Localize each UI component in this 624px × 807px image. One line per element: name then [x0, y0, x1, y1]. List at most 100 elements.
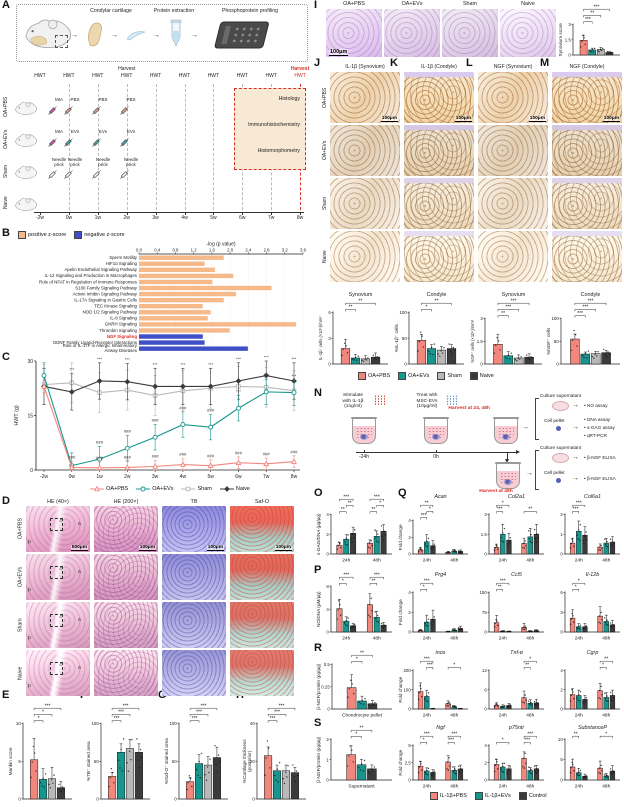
svg-text:Cgrp: Cgrp [587, 650, 599, 656]
hwt-label: HWT [34, 73, 46, 79]
svg-text:24h: 24h [499, 784, 507, 790]
svg-text:Chondrocyte pellet: Chondrocyte pellet [342, 713, 383, 719]
svg-text:Sperm Motility: Sperm Motility [109, 255, 138, 260]
svg-text:*: * [578, 578, 580, 584]
svg-text:*: * [423, 585, 425, 591]
svg-text:0w: 0w [69, 474, 76, 480]
svg-text:HIF1α Signaling: HIF1α Signaling [106, 261, 138, 266]
svg-text:*: * [502, 738, 504, 744]
svg-text:***: *** [123, 703, 129, 709]
svg-text:***: *** [524, 738, 530, 744]
svg-text:24h: 24h [342, 558, 350, 564]
svg-text:NOD 1/2 Signaling Pathway: NOD 1/2 Signaling Pathway [83, 310, 138, 315]
hwt-legend-label: OA+PBS [106, 486, 129, 492]
injection-label: Needle prick [123, 157, 139, 168]
in-vitro-legend-item: IL-1β+PBS [430, 792, 467, 800]
svg-text:***: *** [125, 357, 130, 362]
stain-column-header: Saf-O [254, 499, 270, 505]
svg-text:Fold change: Fold change [398, 599, 403, 625]
panel-k-label: K [390, 57, 398, 69]
panel-d-label: D [2, 495, 10, 507]
supernatant-dish-icon [552, 453, 569, 463]
svg-text:3: 3 [484, 512, 487, 517]
histology-row-label: Naive [17, 666, 24, 680]
svg-text:***: *** [374, 572, 380, 578]
svg-text:0: 0 [560, 630, 563, 635]
svg-text:0: 0 [480, 362, 483, 367]
axis-tick-label: 4w [181, 215, 188, 221]
sgag-dna-chart: 0 2 4 s-GAG/DNA (μg/μg) 24h 48h ** ** *** ** * *** [316, 492, 394, 564]
svg-text:3: 3 [560, 610, 563, 615]
p75ntr-chart: 0 2 4 p75ntr 24h 48h * *** *** [474, 723, 546, 790]
svg-text:3: 3 [568, 22, 571, 27]
legend-item-negative-zscore: negative z-score [74, 231, 125, 239]
in-vitro-legend-label: IL-1β+EVs [484, 793, 511, 799]
svg-text:75: 75 [482, 610, 487, 615]
down-arrowhead-icon [505, 459, 509, 463]
scale-bar: 100μm [329, 48, 349, 56]
ihc-micrograph [404, 231, 474, 282]
svg-text:2.5: 2.5 [405, 760, 412, 765]
in-vivo-group-legend: OA+PBS OA+EVs Sham Naive [358, 372, 494, 380]
svg-text:8: 8 [326, 584, 329, 589]
panel-q-label: Q [398, 487, 407, 499]
axis-tick [97, 212, 99, 215]
svg-text:2: 2 [326, 532, 329, 537]
axis-tick [126, 212, 128, 215]
micrograph-tb [162, 650, 226, 696]
svg-text:###: ### [124, 455, 132, 460]
svg-text:48h: 48h [373, 636, 381, 642]
syringe-icon [118, 104, 131, 117]
scale-bar: 100μm [206, 544, 224, 551]
svg-text:15: 15 [27, 413, 33, 419]
svg-text:SubstanceP: SubstanceP [578, 725, 607, 731]
ngf-gene-chart: 0 2.5 5 Fold change Ngf 24h 48h * *** *** *** [398, 723, 470, 790]
synovium-micrograph [442, 9, 498, 57]
timeline-dashed-line [213, 84, 215, 210]
group-bracket [535, 450, 539, 490]
svg-text:6: 6 [328, 310, 331, 315]
svg-text:0: 0 [408, 707, 411, 712]
svg-text:2.0: 2.0 [227, 248, 234, 253]
injection-label: Needle prick [95, 157, 111, 168]
region-letter: a [78, 569, 81, 575]
svg-text:***: *** [424, 578, 430, 584]
svg-text:***: *** [264, 356, 269, 360]
micrograph-he200 [94, 602, 158, 648]
svg-text:***: *** [424, 731, 430, 737]
hwt-label: HWT [63, 73, 75, 79]
micrograph-he200: 100μm [94, 506, 158, 552]
svg-text:NGF⁺ cells (×10⁵)/mm²: NGF⁺ cells (×10⁵)/mm² [470, 319, 475, 363]
svg-text:48h: 48h [526, 558, 534, 564]
micrograph-he40: 500μm p a c [26, 506, 90, 552]
svg-text:2: 2 [560, 512, 563, 517]
region-letter: p [28, 683, 31, 689]
in-vivo-legend-item: OA+EVs [398, 372, 429, 380]
syringe-icon [90, 136, 103, 149]
analysis-box [234, 88, 306, 170]
supernatant-dish-icon [552, 401, 569, 411]
svg-text:24h: 24h [423, 784, 431, 790]
svg-text:###: ### [291, 449, 299, 454]
svg-text:0: 0 [408, 778, 411, 783]
culture-well-icon [351, 417, 377, 444]
axis-tick-label: 5w [210, 215, 217, 221]
in-vitro-group-legend: IL-1β+PBS IL-1β+EVs Control [430, 792, 547, 800]
hwt-legend-item: Sham [181, 485, 212, 493]
svg-text:***: *** [374, 494, 380, 500]
svg-text:0: 0 [408, 630, 411, 635]
axis-tick-label: 8w [296, 215, 304, 221]
group-label-naive: Naive [3, 196, 9, 210]
svg-text:***: *** [270, 716, 276, 722]
svg-text:**: ** [371, 579, 375, 585]
micrograph-safo [230, 650, 294, 696]
svg-text:***: *** [292, 356, 297, 361]
cell-pellet-label-2: Cell pellet [544, 470, 565, 475]
injection-label: EVs [70, 129, 80, 134]
col-title-il1b-condyle: IL-1β (Condyle) [421, 64, 457, 70]
svg-text:4: 4 [326, 512, 329, 517]
svg-text:8w: 8w [291, 474, 298, 480]
svg-text:0: 0 [484, 707, 487, 712]
svg-text:3.6: 3.6 [300, 248, 306, 253]
svg-text:100: 100 [169, 721, 177, 726]
